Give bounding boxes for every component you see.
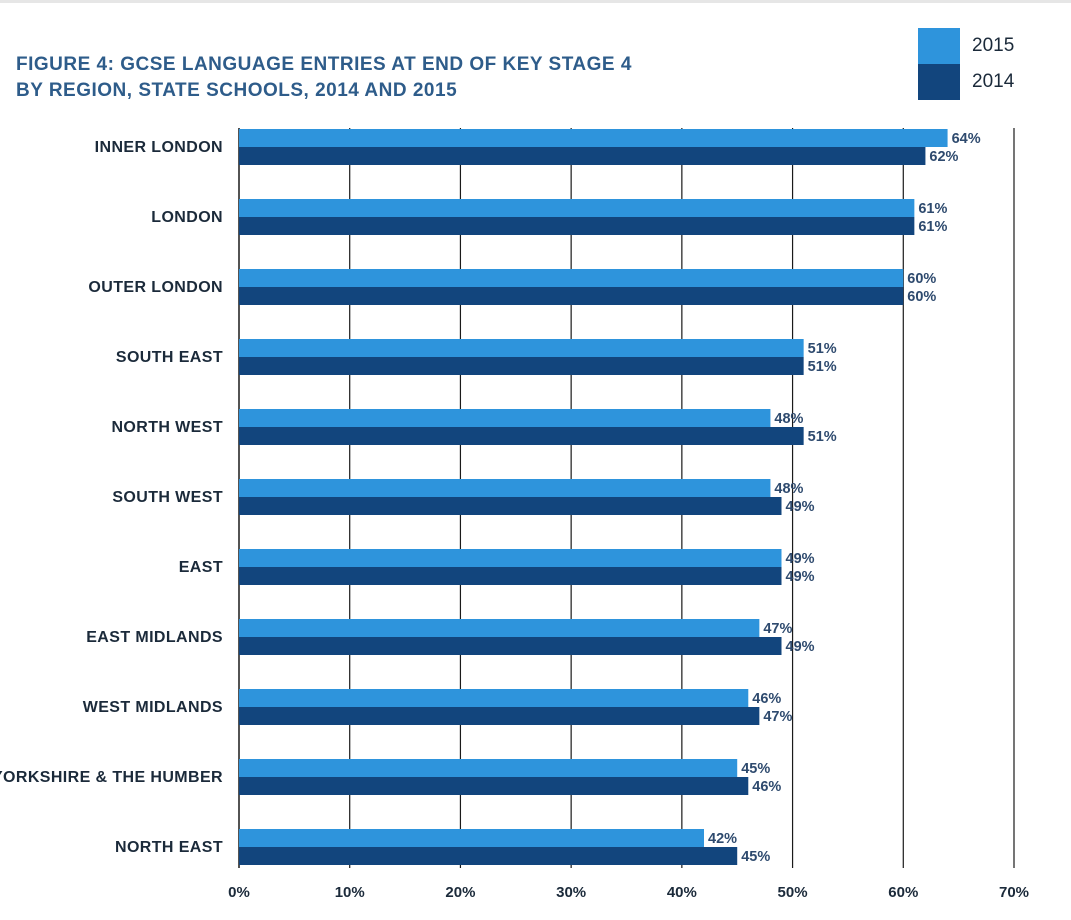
bar-2014-yorkshire-the-humber [239, 777, 749, 795]
bar-2015-north-east [239, 829, 704, 847]
value-label-2015-outer-london: 60% [907, 271, 936, 287]
bar-2014-inner-london [239, 147, 926, 165]
category-label-west-midlands: WEST MIDLANDS [83, 699, 223, 716]
category-label-south-east: SOUTH EAST [116, 349, 223, 366]
x-tick-label-50: 50% [778, 884, 808, 901]
value-label-2014-north-east: 45% [741, 849, 770, 865]
value-label-2014-north-west: 51% [808, 429, 837, 445]
value-label-2015-west-midlands: 46% [752, 691, 781, 707]
value-label-2014-outer-london: 60% [907, 289, 936, 305]
category-label-north-west: NORTH WEST [111, 419, 223, 436]
legend-item-2014: 2014 [918, 64, 1014, 100]
value-label-2015-east-midlands: 47% [763, 621, 792, 637]
category-label-east-midlands: EAST MIDLANDS [86, 629, 223, 646]
value-label-2015-london: 61% [918, 201, 947, 217]
value-label-2015-inner-london: 64% [952, 131, 981, 147]
bar-2015-east [239, 549, 782, 567]
legend: 2015 2014 [918, 28, 1014, 100]
bar-2015-inner-london [239, 129, 948, 147]
x-tick-label-20: 20% [445, 884, 475, 901]
value-label-2015-east: 49% [786, 551, 815, 567]
category-label-east: EAST [179, 559, 223, 576]
category-label-yorkshire-the-humber: YORKSHIRE & THE HUMBER [0, 769, 223, 786]
value-label-2014-yorkshire-the-humber: 46% [752, 779, 781, 795]
value-label-2014-east: 49% [786, 569, 815, 585]
bar-2015-outer-london [239, 269, 904, 287]
bar-2015-east-midlands [239, 619, 760, 637]
bar-2015-london [239, 199, 915, 217]
bar-2014-south-west [239, 497, 782, 515]
chart-title: FIGURE 4: GCSE LANGUAGE ENTRIES AT END O… [16, 52, 632, 104]
category-label-outer-london: OUTER LONDON [88, 279, 223, 296]
value-label-2015-north-west: 48% [774, 411, 803, 427]
bar-2014-north-west [239, 427, 804, 445]
value-label-2014-east-midlands: 49% [786, 639, 815, 655]
bar-2014-north-east [239, 847, 738, 865]
category-label-inner-london: INNER LONDON [95, 139, 223, 156]
bar-2014-west-midlands [239, 707, 760, 725]
bar-2015-yorkshire-the-humber [239, 759, 738, 777]
bar-2014-east-midlands [239, 637, 782, 655]
x-tick-label-30: 30% [556, 884, 586, 901]
value-label-2015-yorkshire-the-humber: 45% [741, 761, 770, 777]
bar-2014-south-east [239, 357, 804, 375]
value-label-2015-north-east: 42% [708, 831, 737, 847]
category-label-south-west: SOUTH WEST [112, 489, 223, 506]
x-tick-label-0: 0% [228, 884, 250, 901]
x-tick-label-60: 60% [888, 884, 918, 901]
value-label-2015-south-west: 48% [774, 481, 803, 497]
legend-label-2015: 2015 [972, 35, 1015, 56]
x-tick-label-40: 40% [667, 884, 697, 901]
chart-title-line-2: BY REGION, STATE SCHOOLS, 2014 AND 2015 [16, 80, 458, 101]
top-border [0, 0, 1071, 3]
bar-2014-east [239, 567, 782, 585]
value-label-2014-south-west: 49% [786, 499, 815, 515]
value-label-2014-inner-london: 62% [929, 149, 958, 165]
bar-2015-south-east [239, 339, 804, 357]
legend-swatch-2015 [918, 28, 960, 64]
bar-2014-outer-london [239, 287, 904, 305]
x-tick-label-70: 70% [999, 884, 1029, 901]
value-label-2014-south-east: 51% [808, 359, 837, 375]
legend-item-2015: 2015 [918, 28, 1014, 64]
bar-2015-south-west [239, 479, 771, 497]
legend-swatch-2014 [918, 64, 960, 100]
x-tick-label-10: 10% [335, 884, 365, 901]
value-label-2014-london: 61% [918, 219, 947, 235]
legend-label-2014: 2014 [972, 71, 1015, 92]
chart-title-line-1: FIGURE 4: GCSE LANGUAGE ENTRIES AT END O… [16, 54, 632, 75]
category-label-london: LONDON [151, 209, 223, 226]
value-label-2015-south-east: 51% [808, 341, 837, 357]
category-label-north-east: NORTH EAST [115, 839, 223, 856]
value-label-2014-west-midlands: 47% [763, 709, 792, 725]
bar-2015-west-midlands [239, 689, 749, 707]
bar-2014-london [239, 217, 915, 235]
bar-2015-north-west [239, 409, 771, 427]
